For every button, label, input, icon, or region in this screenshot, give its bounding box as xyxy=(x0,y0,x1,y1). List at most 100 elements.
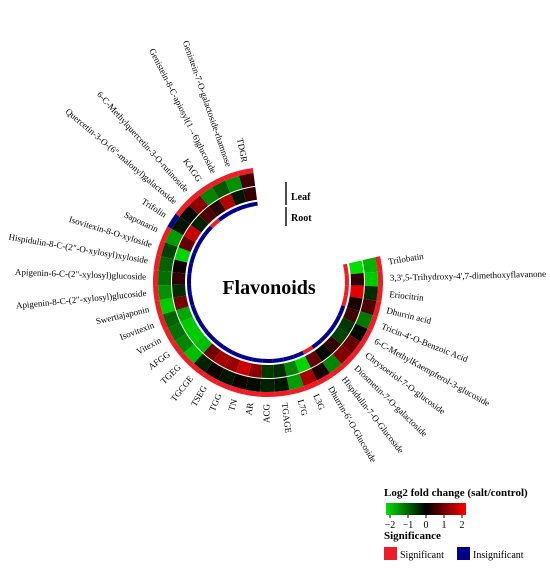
legend-label: Significant xyxy=(400,550,444,561)
root-heat-cell xyxy=(172,259,188,274)
root-significance-cell xyxy=(189,252,197,264)
root-significance-cell xyxy=(302,345,314,355)
leaf-heat-cell xyxy=(171,216,191,236)
leaf-significance-cell xyxy=(367,315,378,332)
column-label: Dhurrin acid xyxy=(386,305,433,326)
root-heat-cell xyxy=(172,284,187,298)
leaf-heat-cell xyxy=(225,175,243,193)
root-heat-cell xyxy=(199,206,217,225)
leaf-significance-cell xyxy=(341,353,356,368)
leaf-heat-cell xyxy=(158,270,172,286)
column-labels: Trilobatin 3,3',5-Trihydroxy-4',7-dimetho… xyxy=(8,39,546,464)
row-label: Leaf xyxy=(291,192,311,203)
leaf-significance-cell xyxy=(317,373,333,385)
leaf-significance-cell xyxy=(153,270,159,286)
leaf-heat-cell xyxy=(260,378,275,392)
leaf-heat-cell xyxy=(165,228,184,247)
root-heat-cell xyxy=(294,356,311,373)
leaf-heat-cell xyxy=(245,376,262,392)
column-label: Trilobatin xyxy=(387,251,424,267)
root-significance-cell xyxy=(236,203,248,212)
root-heat-cell xyxy=(178,235,196,252)
root-heat-cell xyxy=(219,193,236,211)
root-significance-cell xyxy=(190,304,199,316)
root-significance-cell xyxy=(221,345,233,355)
root-heat-cell xyxy=(190,215,209,233)
leaf-significance-cell xyxy=(229,385,246,395)
leaf-heat-cell xyxy=(349,323,368,342)
root-heat-cell xyxy=(348,260,364,275)
root-significance-cell xyxy=(197,233,207,245)
leaf-significance-cell xyxy=(167,213,180,229)
root-significance-cell xyxy=(241,354,253,362)
root-significance-cell xyxy=(187,273,192,285)
leaf-heat-cell xyxy=(363,285,378,302)
root-heat-cell xyxy=(224,355,241,373)
leaf-significance-cell xyxy=(372,301,382,317)
root-significance-cell xyxy=(194,314,203,326)
root-heat-cell xyxy=(208,199,226,217)
root-heat-cell xyxy=(230,189,247,206)
leaf-significance-cell xyxy=(377,271,383,287)
leaf-significance-cell xyxy=(196,182,213,196)
root-heat-cell xyxy=(176,306,193,323)
column-label: Apigenin-6-C-(2"-xylosyl)glucoside xyxy=(15,267,146,282)
colorbar-tick-label: −1 xyxy=(403,520,414,531)
leaf-significance-cell xyxy=(289,386,306,395)
leaf-significance-cell xyxy=(160,226,172,243)
root-significance-cell xyxy=(337,305,346,317)
root-heat-cell xyxy=(305,350,322,368)
heatmap-rings xyxy=(153,168,383,397)
root-significance-cell xyxy=(209,218,221,229)
colorbar-tick-label: 0 xyxy=(424,520,429,531)
root-significance-cell xyxy=(205,331,217,342)
leaf-heat-cell xyxy=(217,368,236,386)
root-heat-cell xyxy=(173,295,189,311)
root-significance-cell xyxy=(202,225,213,237)
leaf-heat-cell xyxy=(341,334,361,354)
leaf-heat-cell xyxy=(161,242,178,260)
column-label: Apigenin-8-C-(2"-xylosyl)glucoside xyxy=(15,288,147,311)
column-label: TSEG xyxy=(189,383,209,408)
leaf-heat-cell xyxy=(162,310,180,328)
root-significance-cell xyxy=(231,350,243,359)
root-heat-cell xyxy=(172,272,186,285)
leaf-heat-cell xyxy=(179,205,199,225)
leaf-heat-cell xyxy=(183,344,203,364)
leaf-heat-cell xyxy=(286,373,304,390)
root-heat-cell xyxy=(284,360,300,377)
legend-swatch xyxy=(384,547,397,560)
root-heat-cell xyxy=(183,224,202,242)
leaf-significance-cell xyxy=(202,372,218,385)
root-significance-cell xyxy=(343,263,349,275)
root-heat-cell xyxy=(350,273,365,286)
leaf-heat-cell xyxy=(360,298,377,316)
root-heat-cell xyxy=(273,363,287,378)
root-significance-cell xyxy=(282,354,295,362)
root-heat-cell xyxy=(323,335,341,354)
column-label: L7G xyxy=(296,398,310,417)
leaf-heat-cell xyxy=(212,180,231,199)
root-heat-cell xyxy=(180,316,198,334)
leaf-heat-cell xyxy=(355,311,373,329)
leaf-significance-cell xyxy=(153,255,162,271)
leaf-heat-cell xyxy=(322,354,342,374)
root-significance-cell xyxy=(187,263,194,275)
root-significance-cell xyxy=(213,338,225,349)
root-heat-cell xyxy=(337,317,355,335)
root-heat-cell xyxy=(174,247,191,263)
leaf-significance-cell xyxy=(154,299,163,316)
root-significance-cell xyxy=(311,339,322,350)
root-heat-cell xyxy=(186,326,205,344)
root-significance-cell xyxy=(344,274,350,286)
root-significance-cell xyxy=(326,323,337,335)
leaf-significance-cell xyxy=(215,379,232,391)
column-label: Eriocitrin xyxy=(389,289,425,303)
root-significance-cell xyxy=(246,201,258,208)
colorbar-tick-label: 2 xyxy=(460,520,465,531)
root-significance-cell xyxy=(188,294,195,306)
leaf-heat-cell xyxy=(239,172,256,189)
column-label: 3,3',5-Trihydroxy-4',7-dimethoxyflavanon… xyxy=(390,269,546,283)
leaf-heat-cell xyxy=(299,368,318,387)
